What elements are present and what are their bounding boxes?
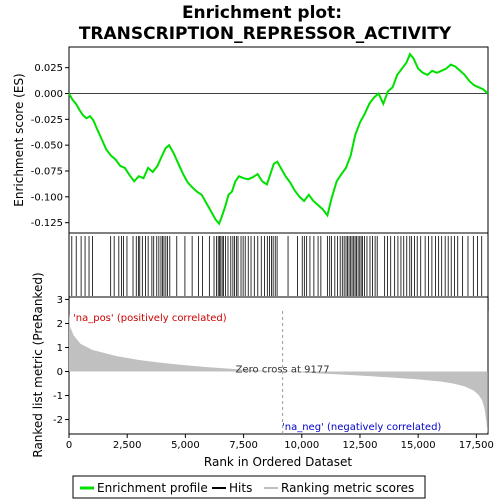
metric-panel: Zero cross at 9177 'na_pos' (positively … (31, 272, 494, 469)
x-tick-label: 15,000 (401, 440, 436, 451)
x-tick-label: 12,500 (342, 440, 377, 451)
metric-y-tick-label: -1 (53, 391, 63, 402)
chart-title-line1: Enrichment plot: (182, 3, 342, 23)
zero-cross-label: Zero cross at 9177 (236, 365, 330, 376)
es-panel-frame (68, 46, 489, 234)
x-tick-label: 2,500 (113, 440, 142, 451)
metric-y-tick-label: 0 (57, 367, 63, 378)
neg-correlated-label: 'na_neg' (negatively correlated) (282, 422, 441, 433)
hits-panel (68, 232, 489, 298)
chart-title-line2: TRANSCRIPTION_REPRESSOR_ACTIVITY (79, 24, 452, 44)
es-y-tick-label: -0.050 (31, 141, 63, 152)
x-axis-label: Rank in Ordered Dataset (204, 455, 352, 469)
metric-y-tick-label: 3 (57, 295, 63, 306)
es-y-tick-label: -0.075 (31, 167, 63, 178)
es-y-ticks: 0.025 0.000 -0.025 -0.050 -0.075 -0.100 -0.125 (31, 63, 69, 229)
x-ticks: 0 2,500 5,000 7,500 10,000 12,500 15,000 17,500 (66, 434, 494, 451)
es-y-tick-label: -0.100 (31, 192, 63, 203)
es-y-tick-label: -0.025 (31, 115, 63, 126)
metric-area (69, 313, 488, 433)
legend: Enrichment profile Hits Ranking metric s… (72, 475, 426, 499)
es-y-tick-label: 0.000 (34, 89, 63, 100)
metric-y-ticks: 3 2 1 0 -1 -2 (53, 295, 69, 426)
es-y-tick-label: -0.125 (31, 218, 63, 229)
legend-box (72, 475, 426, 499)
es-curve (68, 52, 489, 226)
es-panel: 0.025 0.000 -0.025 -0.050 -0.075 -0.100 -0.125… (12, 46, 489, 234)
metric-y-tick-label: 2 (57, 319, 63, 330)
x-tick-label: 0 (66, 440, 72, 451)
legend-ranking-label: Ranking metric scores (281, 481, 414, 495)
metric-y-tick-label: -2 (53, 415, 63, 426)
x-tick-label: 10,000 (284, 440, 319, 451)
metric-ylabel: Ranked list metric (PreRanked) (31, 272, 45, 457)
pos-correlated-label: 'na_pos' (positively correlated) (73, 313, 227, 324)
metric-y-tick-label: 1 (57, 343, 63, 354)
es-y-tick-label: 0.025 (34, 63, 63, 74)
hit-marks (71, 236, 483, 296)
x-tick-label: 7,500 (229, 440, 258, 451)
x-tick-label: 17,500 (459, 440, 494, 451)
es-ylabel: Enrichment score (ES) (12, 73, 26, 206)
legend-enrichment-label: Enrichment profile (97, 481, 208, 495)
legend-hits-label: Hits (229, 481, 252, 495)
x-tick-label: 5,000 (171, 440, 200, 451)
